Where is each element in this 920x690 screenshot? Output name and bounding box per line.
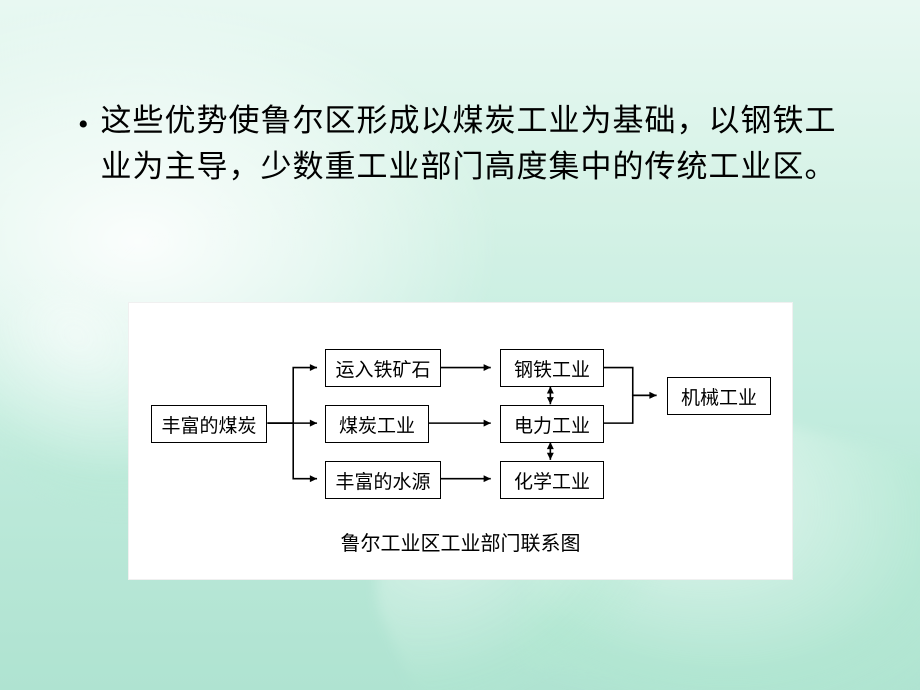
diagram-caption: 鲁尔工业区工业部门联系图 <box>129 527 792 556</box>
diagram-node-iron: 运入铁矿石 <box>325 349 441 387</box>
diagram-edge-2 <box>267 423 317 482</box>
diagram-node-coal: 丰富的煤炭 <box>151 405 267 443</box>
diagram-node-power: 电力工业 <box>500 405 604 443</box>
diagram-node-mach: 机械工业 <box>667 377 771 415</box>
diagram-edge-3 <box>440 364 491 371</box>
paragraph-text: 这些优势使鲁尔区形成以煤炭工业为基础，以钢铁工业为主导，少数重工业部门高度集中的… <box>101 98 850 190</box>
bullet-dot-icon: • <box>78 102 89 148</box>
diagram-node-steel: 钢铁工业 <box>500 349 604 387</box>
diagram-edge-5 <box>440 475 491 482</box>
diagram-edge-6 <box>547 386 554 404</box>
diagram-edge-4 <box>428 420 491 427</box>
diagram-edge-9 <box>602 392 657 423</box>
diagram-inner: 鲁尔工业区工业部门联系图 丰富的煤炭 运入铁矿石煤炭工业丰富的水源 钢铁工业电力工业… <box>129 303 792 579</box>
diagram-edge-8 <box>602 368 657 399</box>
diagram-node-water: 丰富的水源 <box>325 461 441 499</box>
diagram-edge-0 <box>267 364 317 423</box>
bullet-paragraph: • 这些优势使鲁尔区形成以煤炭工业为基础，以钢铁工业为主导，少数重工业部门高度集… <box>78 98 850 190</box>
slide: • 这些优势使鲁尔区形成以煤炭工业为基础，以钢铁工业为主导，少数重工业部门高度集… <box>0 0 920 690</box>
diagram-node-chem: 化学工业 <box>500 461 604 499</box>
diagram-panel: 鲁尔工业区工业部门联系图 丰富的煤炭 运入铁矿石煤炭工业丰富的水源 钢铁工业电力工业… <box>128 302 793 580</box>
diagram-edge-7 <box>547 442 554 460</box>
diagram-node-coalInd: 煤炭工业 <box>325 405 429 443</box>
